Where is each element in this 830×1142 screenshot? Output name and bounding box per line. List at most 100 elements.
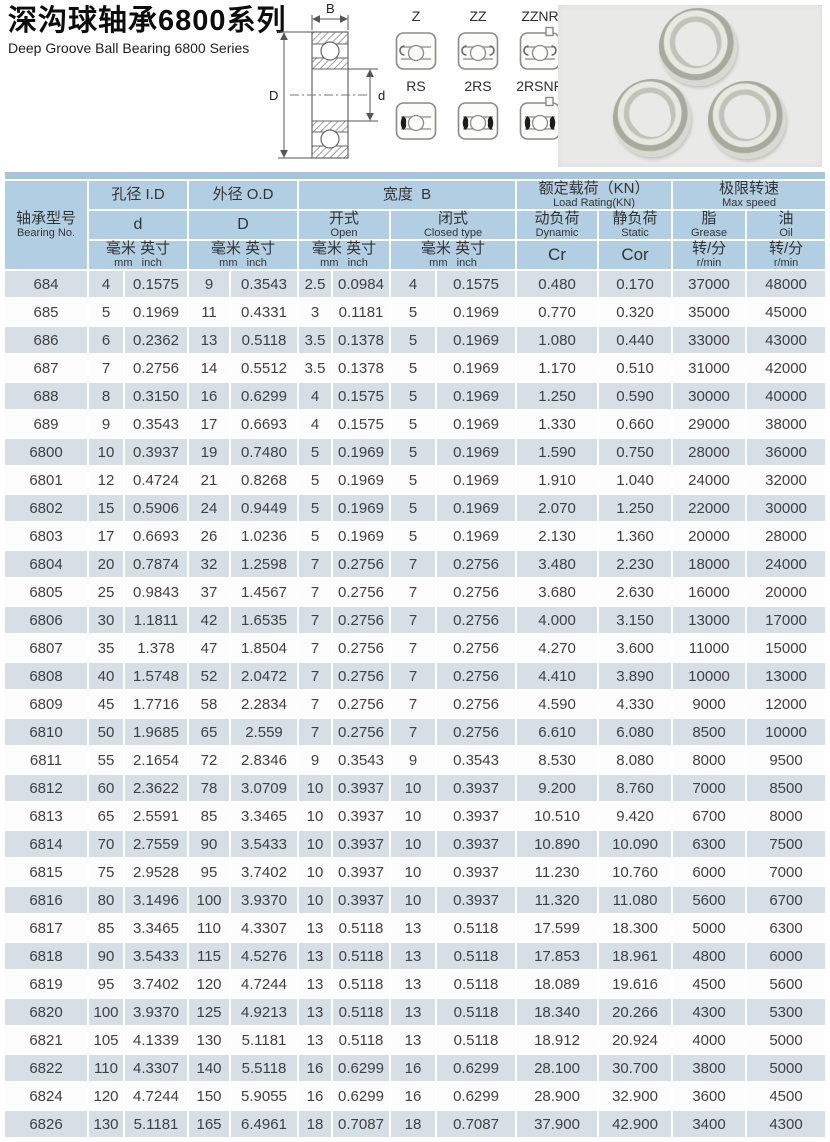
value-cell: 1.360	[599, 523, 672, 549]
bearing-no-cell: 6801	[5, 467, 87, 493]
header-row-2: d D 开式 Open 闭式 Closed type 动负荷 Dynamic 静…	[5, 211, 826, 239]
value-cell: 4.1339	[125, 1027, 187, 1053]
value-cell: 7	[299, 635, 331, 661]
value-cell: 4	[299, 383, 331, 409]
value-cell: 7	[299, 691, 331, 717]
value-cell: 25	[89, 579, 123, 605]
value-cell: 35	[89, 635, 123, 661]
value-cell: 11.230	[517, 859, 598, 885]
value-cell: 0.1969	[437, 439, 516, 465]
value-cell: 1.2598	[231, 551, 297, 577]
value-cell: 78	[189, 775, 229, 801]
value-cell: 0.3937	[333, 831, 389, 857]
value-cell: 2.0472	[231, 663, 297, 689]
value-cell: 0.3937	[333, 803, 389, 829]
value-cell: 3.890	[599, 663, 672, 689]
value-cell: 8500	[673, 719, 746, 745]
value-cell: 90	[89, 943, 123, 969]
value-cell: 58	[189, 691, 229, 717]
value-cell: 0.5118	[437, 915, 516, 941]
value-cell: 16	[391, 1055, 435, 1081]
value-cell: 5000	[747, 1055, 826, 1081]
value-cell: 0.3937	[333, 859, 389, 885]
value-cell: 0.2756	[437, 663, 516, 689]
dim-label-b: B	[326, 2, 335, 16]
spec-table: 轴承型号 Bearing No. 孔径 I.D 外径 O.D 宽度 B 额定载荷…	[3, 179, 827, 1139]
value-cell: 0.3937	[125, 439, 187, 465]
value-cell: 85	[89, 915, 123, 941]
value-cell: 7	[89, 355, 123, 381]
value-cell: 2.070	[517, 495, 598, 521]
value-cell: 38000	[747, 411, 826, 437]
value-cell: 4	[89, 271, 123, 297]
table-row-687: 687 7 0.2756 14 0.5512 3.5 0.1378 5 0.1969 1.170 0…	[5, 355, 826, 381]
value-cell: 13	[299, 915, 331, 941]
bearing-no-cell: 686	[5, 327, 87, 353]
bearing-type-2rs: 2RS	[450, 78, 506, 142]
table-row-6821: 6821 105 4.1339 130 5.1181 13 0.5118 13 0.5118 18…	[5, 1027, 826, 1053]
bearing-ring-photo	[613, 79, 691, 157]
value-cell: 10	[391, 831, 435, 857]
bearing-no-cell: 6810	[5, 719, 87, 745]
value-cell: 12	[89, 467, 123, 493]
value-cell: 5	[391, 523, 435, 549]
bearing-no-cell: 6812	[5, 775, 87, 801]
table-row-6818: 6818 90 3.5433 115 4.5276 13 0.5118 13 0.5118 17.…	[5, 943, 826, 969]
value-cell: 5	[299, 467, 331, 493]
value-cell: 0.1969	[333, 523, 389, 549]
value-cell: 5000	[673, 915, 746, 941]
value-cell: 0.750	[599, 439, 672, 465]
value-cell: 29000	[673, 411, 746, 437]
value-cell: 6.080	[599, 719, 672, 745]
value-cell: 0.480	[517, 271, 598, 297]
value-cell: 40	[89, 663, 123, 689]
table-row-6817: 6817 85 3.3465 110 4.3307 13 0.5118 13 0.5118 17.…	[5, 915, 826, 941]
value-cell: 20.924	[599, 1027, 672, 1053]
value-cell: 10.510	[517, 803, 598, 829]
value-cell: 10	[391, 775, 435, 801]
value-cell: 0.1969	[437, 495, 516, 521]
value-cell: 13	[391, 999, 435, 1025]
value-cell: 0.1969	[437, 383, 516, 409]
value-cell: 1.6535	[231, 607, 297, 633]
value-cell: 10	[391, 803, 435, 829]
header-width-b: 宽度 B	[299, 181, 516, 209]
value-cell: 2.9528	[125, 859, 187, 885]
header-bore-symbol: d	[89, 211, 187, 239]
table-row-6802: 6802 15 0.5906 24 0.9449 5 0.1969 5 0.1969 2.070 1…	[5, 495, 826, 521]
header-units-bore: 毫米 英寸 mm inch	[89, 241, 187, 269]
bearing-no-cell: 6805	[5, 579, 87, 605]
value-cell: 110	[189, 915, 229, 941]
value-cell: 1.330	[517, 411, 598, 437]
value-cell: 9	[189, 271, 229, 297]
value-cell: 5	[391, 383, 435, 409]
page-title: 深沟球轴承6800系列	[8, 5, 287, 37]
value-cell: 4.9213	[231, 999, 297, 1025]
value-cell: 0.1969	[437, 299, 516, 325]
value-cell: 4500	[673, 971, 746, 997]
value-cell: 13	[299, 999, 331, 1025]
value-cell: 10	[299, 859, 331, 885]
value-cell: 13000	[747, 663, 826, 689]
bearing-ring-photo	[659, 8, 737, 86]
value-cell: 28.100	[517, 1055, 598, 1081]
value-cell: 2.8346	[231, 747, 297, 773]
bearing-no-cell: 6816	[5, 887, 87, 913]
bearing-type-label: 2RSNR	[516, 78, 564, 94]
value-cell: 0.6299	[437, 1083, 516, 1109]
value-cell: 8.530	[517, 747, 598, 773]
value-cell: 0.1969	[437, 355, 516, 381]
value-cell: 0.770	[517, 299, 598, 325]
value-cell: 4.590	[517, 691, 598, 717]
bearing-no-cell: 689	[5, 411, 87, 437]
value-cell: 18	[391, 1111, 435, 1137]
value-cell: 0.5118	[437, 971, 516, 997]
bearing-no-cell: 6819	[5, 971, 87, 997]
table-row-684: 684 4 0.1575 9 0.3543 2.5 0.0984 4 0.1575 0.480 0.…	[5, 271, 826, 297]
value-cell: 5.1181	[125, 1111, 187, 1137]
value-cell: 48000	[747, 271, 826, 297]
header-open-type: 开式 Open	[299, 211, 389, 239]
value-cell: 7	[299, 551, 331, 577]
value-cell: 13	[391, 943, 435, 969]
value-cell: 3.7402	[231, 859, 297, 885]
